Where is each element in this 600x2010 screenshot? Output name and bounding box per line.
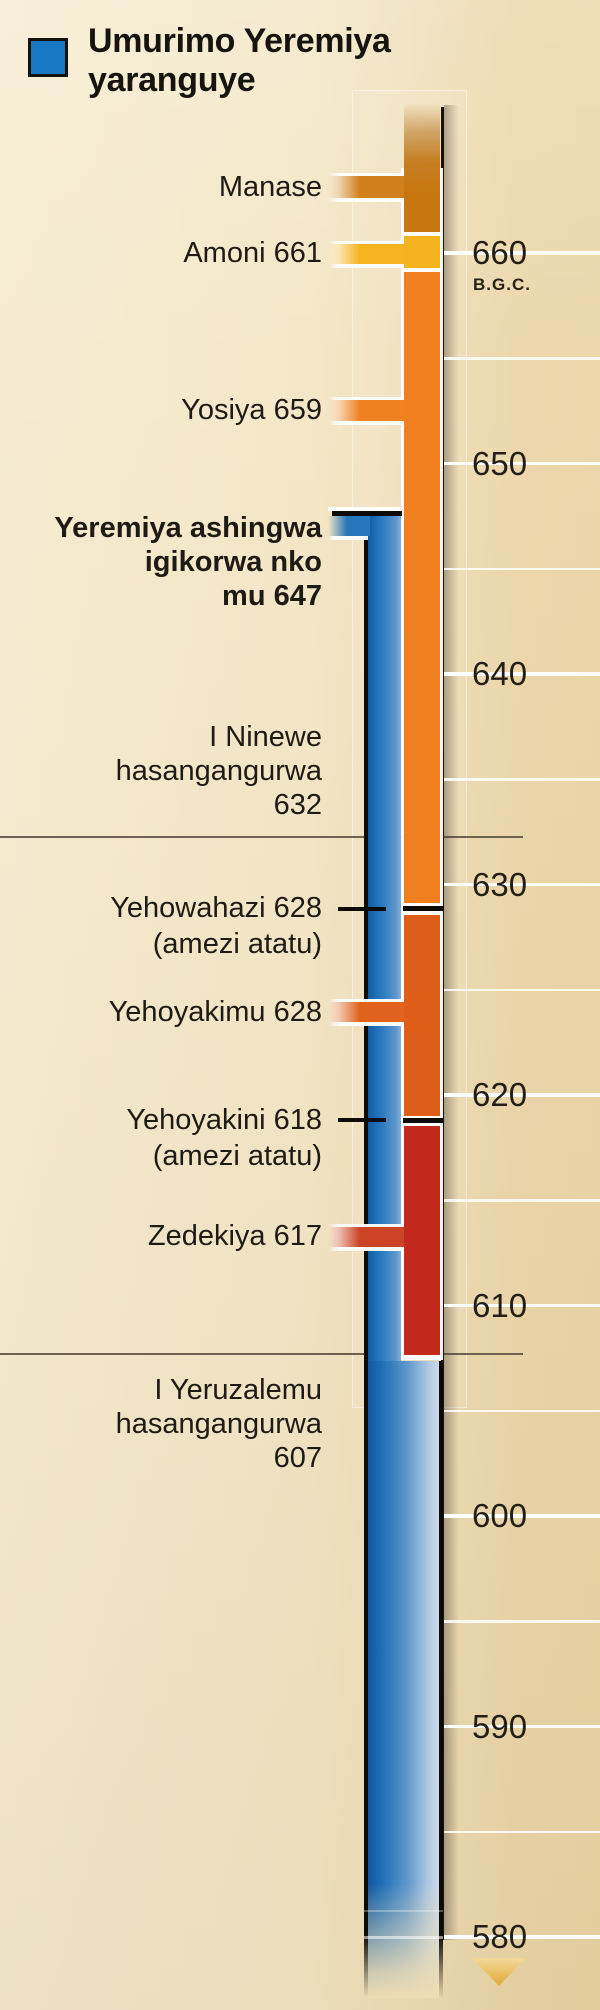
reign-connector	[328, 400, 404, 421]
year-tick-label: 610	[472, 1286, 528, 1324]
reign-connector	[328, 244, 404, 264]
label-dash	[338, 1118, 386, 1122]
king-label: Yehoyakini 618	[126, 1104, 322, 1136]
minor-tick-line	[444, 988, 600, 992]
event-label-line3: 632	[273, 789, 322, 821]
jeremiah-bar-wide-left-edge	[364, 1361, 368, 1998]
jeremiah-bar-narrow-left-edge	[364, 510, 368, 1361]
jeremiah-start-label-line1: Yeremiya ashingwa	[54, 512, 322, 544]
year-tick-label: 640	[472, 655, 528, 692]
jeremiah-bar-wide-right-edge	[438, 1361, 443, 1998]
event-label-line1: I Yeruzalemu	[154, 1374, 322, 1406]
major-tick-line	[444, 1303, 600, 1307]
major-tick-line	[444, 1093, 600, 1097]
year-tick-label: 630	[472, 865, 528, 903]
king-label: Yosiya 659	[181, 394, 322, 426]
minor-tick-line	[444, 1199, 600, 1202]
year-tick-label: 580	[472, 1918, 528, 1955]
minor-tick-line	[444, 1620, 600, 1623]
jeremiah-bar-top-white	[328, 507, 402, 511]
section-divider	[0, 1352, 523, 1355]
king-label: Yehowahazi 628	[110, 892, 322, 924]
chart-title-line1: Umurimo Yeremiya	[88, 22, 391, 60]
king-label: (amezi atatu)	[152, 928, 322, 960]
reign-end-cap	[403, 905, 443, 911]
king-label: Zedekiya 617	[147, 1220, 322, 1252]
year-tick-label: 600	[472, 1497, 528, 1534]
jeremiah-bar-wide	[368, 1361, 439, 1998]
event-label: I Ninewe hasangangurwa 632	[116, 720, 322, 822]
major-tick-line	[444, 251, 600, 255]
jeremiah-start-label-line3: mu 647	[222, 580, 322, 612]
king-reign-segment-amoni	[404, 236, 440, 268]
timeline-continues-arrow-icon	[472, 1958, 526, 1986]
reign-connector	[328, 1002, 404, 1022]
jeremiah-connector-outline	[328, 536, 368, 540]
minor-tick-line	[444, 357, 600, 360]
era-label: B.G.C.	[473, 275, 531, 294]
minor-tick-line	[444, 567, 600, 571]
king-label: (amezi atatu)	[152, 1140, 322, 1172]
major-tick-line	[444, 672, 600, 676]
year-tick-label: 590	[472, 1707, 528, 1745]
chart-title: Umurimo Yeremiya yaranguye	[88, 22, 391, 100]
legend-swatch	[28, 38, 68, 77]
king-reign-segment-manase	[404, 103, 440, 232]
major-tick-line	[444, 1724, 600, 1728]
label-dash	[338, 906, 386, 911]
king-label: Amoni 661	[183, 237, 322, 269]
jeremiah-connector	[328, 515, 370, 536]
section-divider	[0, 835, 523, 838]
jeremiah-start-label-line2: igikorwa nko	[144, 546, 322, 578]
chart-title-line2: yaranguye	[88, 61, 256, 99]
reign-end-cap	[403, 1117, 443, 1123]
king-reign-segment-zedekiya	[404, 1126, 440, 1355]
minor-tick-line	[444, 1830, 600, 1834]
event-label-line1: I Ninewe	[209, 721, 322, 753]
reign-connector	[328, 176, 404, 198]
minor-tick-line	[444, 778, 600, 781]
major-tick-line	[444, 461, 600, 465]
bar-shadow	[444, 105, 459, 1940]
reign-connector	[328, 1227, 404, 1247]
jeremiah-start-label: Yeremiya ashingwa igikorwa nko mu 647	[54, 511, 322, 613]
major-tick-line	[444, 882, 600, 886]
event-label-line2: hasangangurwa	[115, 755, 322, 787]
event-label-line3: 607	[273, 1442, 322, 1474]
king-label: Manase	[218, 171, 322, 203]
minor-tick-line	[444, 1409, 600, 1413]
major-tick-line	[444, 1935, 600, 1939]
year-tick-label: 660	[472, 234, 528, 271]
bar-bottom-glint	[364, 1910, 443, 1912]
bar-bottom-glint	[364, 1936, 443, 1939]
event-label: I Yeruzalemu hasangangurwa 607	[116, 1373, 322, 1475]
year-tick-label: 620	[472, 1076, 528, 1113]
jeremiah-bar-narrow	[368, 515, 401, 1363]
major-tick-line	[444, 1514, 600, 1518]
king-label: Yehoyakimu 628	[108, 996, 322, 1028]
king-reign-segment-yehoyakimu	[404, 915, 440, 1116]
king-reign-segment-yosiya	[404, 272, 440, 903]
event-label-line2: hasangangurwa	[115, 1408, 322, 1440]
year-tick-label: 650	[472, 444, 528, 482]
